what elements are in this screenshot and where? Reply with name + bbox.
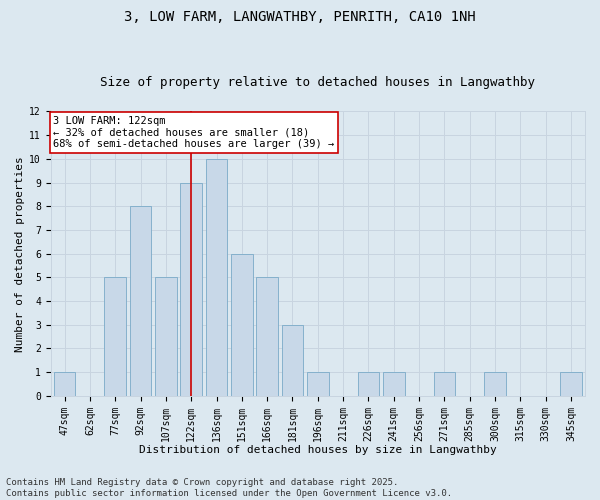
Bar [155, 278, 176, 396]
Bar [307, 372, 329, 396]
X-axis label: Distribution of detached houses by size in Langwathby: Distribution of detached houses by size … [139, 445, 497, 455]
Bar [358, 372, 379, 396]
Bar [282, 325, 303, 396]
Title: Size of property relative to detached houses in Langwathby: Size of property relative to detached ho… [100, 76, 535, 90]
Bar [181, 182, 202, 396]
Bar [231, 254, 253, 396]
Bar [206, 159, 227, 396]
Text: Contains HM Land Registry data © Crown copyright and database right 2025.
Contai: Contains HM Land Registry data © Crown c… [6, 478, 452, 498]
Bar [484, 372, 506, 396]
Y-axis label: Number of detached properties: Number of detached properties [15, 156, 25, 352]
Text: 3 LOW FARM: 122sqm
← 32% of detached houses are smaller (18)
68% of semi-detache: 3 LOW FARM: 122sqm ← 32% of detached hou… [53, 116, 335, 149]
Bar [104, 278, 126, 396]
Bar [434, 372, 455, 396]
Bar [256, 278, 278, 396]
Bar [130, 206, 151, 396]
Bar [383, 372, 404, 396]
Bar [54, 372, 76, 396]
Text: 3, LOW FARM, LANGWATHBY, PENRITH, CA10 1NH: 3, LOW FARM, LANGWATHBY, PENRITH, CA10 1… [124, 10, 476, 24]
Bar [560, 372, 582, 396]
